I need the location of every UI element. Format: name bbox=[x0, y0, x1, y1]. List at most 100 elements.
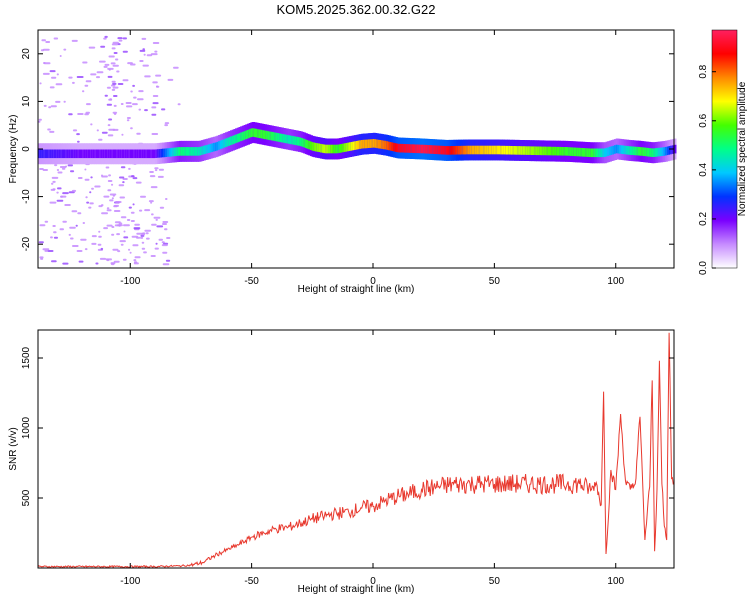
speckle bbox=[77, 140, 80, 143]
speckle bbox=[59, 228, 64, 231]
speckle bbox=[134, 256, 141, 259]
y-tick-label: 500 bbox=[21, 489, 32, 506]
ridge-core bbox=[525, 146, 529, 155]
speckle bbox=[138, 90, 144, 93]
speckle bbox=[89, 191, 92, 194]
speckle bbox=[98, 138, 103, 141]
speckle bbox=[143, 251, 147, 254]
ridge-core bbox=[476, 145, 480, 155]
snr-panel: -100 -50 0 50 100 500 1000 1500 Height of stra… bbox=[8, 329, 675, 595]
speckle bbox=[56, 191, 59, 194]
speckle bbox=[152, 102, 159, 105]
speckle bbox=[63, 48, 67, 51]
speckle bbox=[45, 41, 51, 43]
ridge-core bbox=[659, 147, 663, 157]
speckle bbox=[85, 196, 88, 199]
ridge-core bbox=[156, 149, 160, 158]
ridge-core bbox=[629, 146, 633, 155]
speckle bbox=[112, 82, 117, 85]
speckle bbox=[111, 88, 116, 91]
ridge-core bbox=[116, 149, 120, 159]
speckle bbox=[132, 244, 139, 247]
x-tick-label: 0 bbox=[370, 276, 376, 287]
ridge-core bbox=[160, 148, 164, 158]
speckle bbox=[113, 104, 117, 107]
speckle bbox=[55, 100, 61, 103]
speckle bbox=[47, 250, 54, 252]
ridge-core bbox=[82, 149, 86, 159]
spectrogram-speckles bbox=[38, 35, 181, 266]
ridge-core bbox=[308, 140, 312, 150]
speckle bbox=[106, 224, 113, 227]
ridge-core bbox=[619, 145, 623, 154]
ridge-core bbox=[114, 149, 118, 159]
speckle bbox=[100, 45, 106, 48]
speckle bbox=[118, 184, 125, 187]
speckle bbox=[63, 100, 66, 103]
speckle bbox=[49, 86, 55, 89]
speckle bbox=[47, 128, 51, 131]
ridge-core bbox=[386, 141, 390, 150]
speckle bbox=[62, 262, 69, 265]
ridge-core bbox=[360, 140, 364, 149]
ridge-core bbox=[92, 149, 96, 159]
ridge-core bbox=[77, 149, 81, 159]
speckle bbox=[106, 209, 112, 212]
ridge-core bbox=[107, 149, 111, 159]
ridge-core bbox=[51, 149, 55, 159]
ridge-core bbox=[393, 142, 397, 152]
speckle bbox=[173, 66, 179, 69]
ridge-core bbox=[218, 141, 222, 150]
speckle bbox=[53, 231, 57, 234]
ridge-core bbox=[651, 148, 655, 157]
speckle bbox=[112, 111, 118, 114]
ridge-core bbox=[399, 143, 403, 153]
spectrogram-y-label: Frequency (Hz) bbox=[8, 115, 19, 184]
ridge-core bbox=[615, 144, 619, 154]
ridge-core bbox=[600, 148, 604, 158]
speckle bbox=[53, 37, 59, 40]
speckle bbox=[59, 55, 62, 57]
spectrogram-y-axis: -20 -10 0 10 20 bbox=[21, 48, 674, 251]
ridge-core bbox=[323, 144, 327, 154]
speckle bbox=[122, 50, 128, 53]
ridge-core bbox=[226, 137, 230, 147]
ridge-core bbox=[648, 148, 651, 157]
speckle bbox=[72, 245, 79, 247]
ridge-core bbox=[668, 146, 672, 155]
speckle bbox=[126, 117, 131, 119]
ridge-core bbox=[474, 145, 478, 155]
ridge-core bbox=[432, 145, 436, 154]
ridge-core bbox=[608, 146, 612, 156]
x-tick-label: 50 bbox=[489, 576, 501, 587]
speckle bbox=[80, 238, 87, 241]
snr-background bbox=[38, 330, 674, 568]
speckle bbox=[101, 175, 108, 178]
speckle bbox=[144, 75, 151, 78]
speckle bbox=[123, 230, 126, 233]
speckle bbox=[140, 236, 144, 239]
ridge-core bbox=[347, 142, 351, 152]
speckle bbox=[59, 166, 67, 168]
speckle bbox=[106, 207, 110, 210]
y-tick-label: 1000 bbox=[21, 416, 32, 439]
speckle bbox=[141, 233, 146, 236]
speckle bbox=[158, 168, 164, 171]
speckle bbox=[103, 227, 108, 230]
ridge-core bbox=[150, 149, 154, 159]
ridge-core bbox=[165, 148, 169, 157]
speckle bbox=[108, 98, 113, 101]
ridge-core bbox=[362, 139, 366, 149]
speckle bbox=[107, 75, 113, 78]
speckle bbox=[122, 37, 127, 40]
colorbar-ticks: 0.0 0.2 0.4 0.6 0.8 bbox=[698, 64, 716, 275]
speckle bbox=[85, 111, 90, 114]
ridge-core bbox=[422, 144, 425, 154]
ridge-core bbox=[78, 149, 82, 159]
ridge-core bbox=[155, 149, 159, 158]
speckle bbox=[52, 225, 56, 227]
ridge-core bbox=[260, 129, 264, 139]
speckle bbox=[117, 250, 121, 253]
ridge-core bbox=[372, 139, 376, 148]
ridge-core bbox=[235, 134, 239, 144]
